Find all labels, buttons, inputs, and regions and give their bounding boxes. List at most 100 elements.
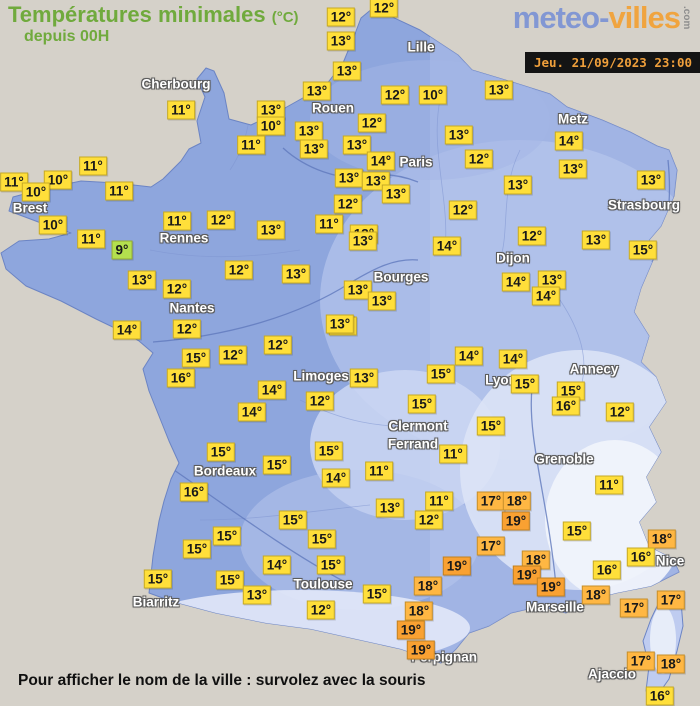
temp-label[interactable]: 11° <box>105 181 133 201</box>
temp-label[interactable]: 14° <box>257 380 287 400</box>
temp-label[interactable]: 14° <box>554 131 584 151</box>
temp-label[interactable]: 12° <box>357 113 387 133</box>
temp-label[interactable]: 18° <box>647 529 677 549</box>
temp-label[interactable]: 18° <box>404 601 434 621</box>
temp-label[interactable]: 13° <box>367 291 397 311</box>
temp-label[interactable]: 11° <box>237 135 265 155</box>
meteo-villes-logo[interactable]: meteo-villes .com <box>513 0 692 36</box>
temp-label[interactable]: 14° <box>112 320 142 340</box>
temp-label[interactable]: 12° <box>218 345 248 365</box>
temp-label[interactable]: 19° <box>442 556 472 576</box>
temp-label[interactable]: 11° <box>425 491 453 511</box>
temp-label[interactable]: 10° <box>43 170 73 190</box>
temp-label[interactable]: 12° <box>517 226 547 246</box>
temp-label[interactable]: 15° <box>215 570 245 590</box>
temp-label[interactable]: 17° <box>476 491 506 511</box>
temp-label[interactable]: 15° <box>278 510 308 530</box>
temp-label[interactable]: 15° <box>407 394 437 414</box>
temp-label[interactable]: 12° <box>263 335 293 355</box>
temp-label[interactable]: 12° <box>206 210 236 230</box>
temp-label[interactable]: 13° <box>325 314 355 334</box>
temp-label[interactable]: 14° <box>454 346 484 366</box>
temp-label[interactable]: 12° <box>369 0 399 18</box>
temp-label[interactable]: 11° <box>167 100 195 120</box>
temp-label[interactable]: 13° <box>581 230 611 250</box>
temp-label[interactable]: 9° <box>111 240 133 260</box>
temp-label[interactable]: 11° <box>315 214 343 234</box>
temp-label[interactable]: 15° <box>362 584 392 604</box>
temp-label[interactable]: 13° <box>342 135 372 155</box>
temp-label[interactable]: 13° <box>484 80 514 100</box>
temp-label[interactable]: 13° <box>256 220 286 240</box>
temp-label[interactable]: 16° <box>626 547 656 567</box>
temp-label[interactable]: 13° <box>326 31 356 51</box>
temp-label[interactable]: 15° <box>212 526 242 546</box>
temp-label[interactable]: 13° <box>302 81 332 101</box>
temp-label[interactable]: 14° <box>262 555 292 575</box>
temp-label[interactable]: 13° <box>294 121 324 141</box>
temp-label[interactable]: 17° <box>626 651 656 671</box>
temp-label[interactable]: 11° <box>439 444 467 464</box>
temp-label[interactable]: 19° <box>406 640 436 660</box>
temp-label[interactable]: 18° <box>581 585 611 605</box>
temp-label[interactable]: 12° <box>162 279 192 299</box>
temp-label[interactable]: 13° <box>343 280 373 300</box>
temp-label[interactable]: 19° <box>536 577 566 597</box>
temp-label[interactable]: 10° <box>418 85 448 105</box>
temp-label[interactable]: 15° <box>181 348 211 368</box>
temp-label[interactable]: 11° <box>365 461 393 481</box>
temp-label[interactable]: 12° <box>464 149 494 169</box>
temp-label[interactable]: 16° <box>179 482 209 502</box>
temp-label[interactable]: 13° <box>256 100 286 120</box>
temp-label[interactable]: 14° <box>531 286 561 306</box>
temp-label[interactable]: 12° <box>306 600 336 620</box>
temp-label[interactable]: 11° <box>77 229 105 249</box>
temp-label[interactable]: 16° <box>592 560 622 580</box>
temp-label[interactable]: 16° <box>645 686 675 706</box>
temp-label[interactable]: 15° <box>556 381 586 401</box>
temp-label[interactable]: 13° <box>348 231 378 251</box>
temp-label[interactable]: 13° <box>381 184 411 204</box>
temp-label[interactable]: 12° <box>380 85 410 105</box>
temp-label[interactable]: 15° <box>562 521 592 541</box>
temp-label[interactable]: 14° <box>237 402 267 422</box>
temp-label[interactable]: 13° <box>503 175 533 195</box>
temp-label[interactable]: 15° <box>426 364 456 384</box>
temp-label[interactable]: 17° <box>476 536 506 556</box>
temp-label[interactable]: 15° <box>182 539 212 559</box>
temp-label[interactable]: 15° <box>314 441 344 461</box>
temp-label[interactable]: 16° <box>166 368 196 388</box>
temp-label[interactable]: 12° <box>414 510 444 530</box>
temp-label[interactable]: 12° <box>224 260 254 280</box>
temp-label[interactable]: 15° <box>206 442 236 462</box>
temp-label[interactable]: 17° <box>619 598 649 618</box>
temp-label[interactable]: 13° <box>444 125 474 145</box>
temp-label[interactable]: 16° <box>551 396 581 416</box>
temp-label[interactable]: 11° <box>0 172 28 192</box>
temp-label[interactable]: 10° <box>38 215 68 235</box>
temp-label[interactable]: 11° <box>79 156 107 176</box>
temp-label[interactable]: 13° <box>636 170 666 190</box>
temp-label[interactable]: 18° <box>413 576 443 596</box>
temp-label[interactable]: 19° <box>512 565 542 585</box>
temp-label[interactable]: 10° <box>21 182 51 202</box>
temp-label[interactable]: 17° <box>656 590 686 610</box>
temp-label[interactable]: 13° <box>281 264 311 284</box>
temp-label[interactable]: 15° <box>628 240 658 260</box>
temp-label[interactable]: 13° <box>375 498 405 518</box>
temp-label[interactable]: 13° <box>349 368 379 388</box>
temp-label[interactable]: 12° <box>172 319 202 339</box>
temp-label[interactable]: 12° <box>333 194 363 214</box>
temp-label[interactable]: 14° <box>432 236 462 256</box>
temp-label[interactable]: 12° <box>326 7 356 27</box>
temp-label[interactable]: 14° <box>321 468 351 488</box>
temp-label[interactable]: 12° <box>605 402 635 422</box>
temp-label[interactable]: 10° <box>256 116 286 136</box>
temp-label[interactable]: 14° <box>498 349 528 369</box>
temp-label[interactable]: 11° <box>595 475 623 495</box>
temp-label[interactable]: 14° <box>501 272 531 292</box>
temp-label[interactable]: 13° <box>299 139 329 159</box>
temp-label[interactable]: 13° <box>332 61 362 81</box>
temp-label[interactable]: 15° <box>510 374 540 394</box>
temp-label[interactable]: 12° <box>305 391 335 411</box>
